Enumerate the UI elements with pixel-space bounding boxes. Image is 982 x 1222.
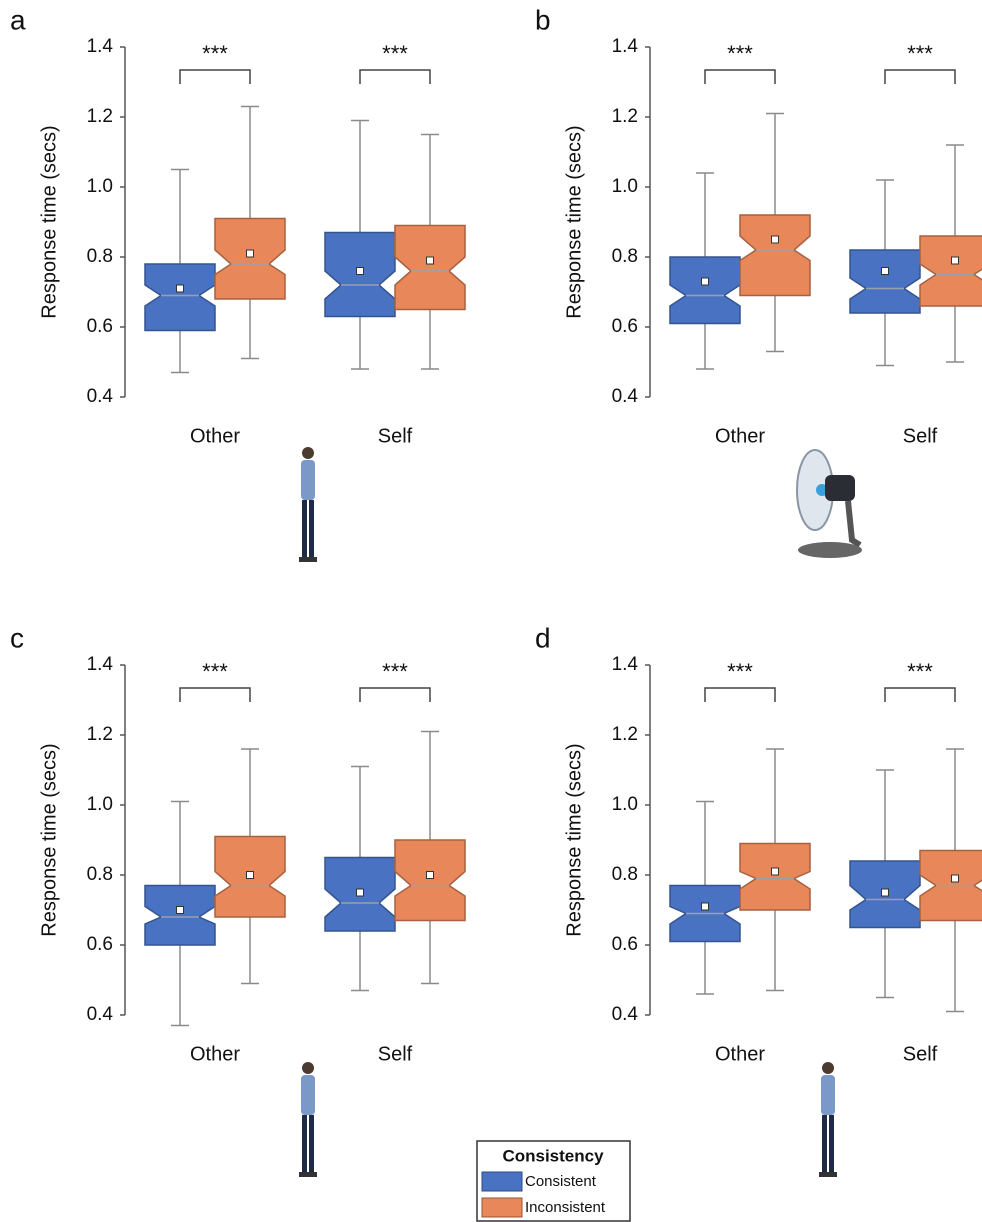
mean-marker <box>247 872 254 879</box>
y-tick-label: 1.4 <box>612 654 639 675</box>
box <box>145 886 215 946</box>
y-tick-label: 0.8 <box>87 864 113 885</box>
y-tick-label: 1.2 <box>612 724 638 745</box>
significance-label: *** <box>202 659 228 684</box>
fan-icon <box>797 450 862 558</box>
mean-marker <box>952 257 959 264</box>
panel: d Response time (secs) 0.4 0.6 0.8 1.0 1.2 1.4 O… <box>535 622 982 1065</box>
y-tick-label: 1.4 <box>87 36 114 57</box>
y-tick-label: 1.0 <box>612 176 638 197</box>
y-tick-label: 0.8 <box>612 864 638 885</box>
legend-title: Consistency <box>502 1146 604 1165</box>
significance-label: *** <box>382 659 408 684</box>
x-tick-label: Other <box>190 425 240 447</box>
x-tick-label: Self <box>903 1043 938 1065</box>
panel-label: d <box>535 622 551 653</box>
bracket <box>180 70 250 84</box>
y-tick-label: 1.4 <box>87 654 114 675</box>
y-tick-label: 1.2 <box>87 106 113 127</box>
significance-label: *** <box>907 41 933 66</box>
panel-label: a <box>10 4 26 35</box>
y-tick-label: 1.0 <box>87 794 113 815</box>
x-tick-label: Other <box>715 1043 765 1065</box>
y-tick-label: 1.0 <box>87 176 113 197</box>
y-axis-label: Response time (secs) <box>38 125 60 318</box>
bracket <box>360 70 430 84</box>
y-tick-label: 1.4 <box>612 36 639 57</box>
mean-marker <box>772 236 779 243</box>
mean-marker <box>702 278 709 285</box>
x-tick-label: Self <box>378 425 413 447</box>
y-tick-label: 0.6 <box>612 316 638 337</box>
significance-label: *** <box>382 41 408 66</box>
x-tick-label: Self <box>903 425 938 447</box>
bracket <box>885 70 955 84</box>
significance-label: *** <box>727 41 753 66</box>
y-tick-label: 0.8 <box>87 246 113 267</box>
bracket <box>705 688 775 702</box>
x-tick-label: Other <box>715 425 765 447</box>
mean-marker <box>177 907 184 914</box>
mean-marker <box>427 257 434 264</box>
mean-marker <box>952 875 959 882</box>
y-axis-label: Response time (secs) <box>563 125 585 318</box>
mean-marker <box>357 889 364 896</box>
bracket <box>885 688 955 702</box>
mean-marker <box>882 889 889 896</box>
box <box>395 840 465 921</box>
mean-marker <box>882 268 889 275</box>
mean-marker <box>702 903 709 910</box>
panel: c Response time (secs) 0.4 0.6 0.8 1.0 1.2 1.4 O… <box>10 622 465 1065</box>
person-icon <box>819 1062 837 1177</box>
mean-marker <box>772 868 779 875</box>
legend-swatch <box>482 1172 522 1191</box>
legend: Consistency Consistent Inconsistent <box>477 1141 630 1221</box>
y-tick-label: 0.6 <box>87 316 113 337</box>
box <box>145 264 215 331</box>
panel-label: b <box>535 4 551 35</box>
y-axis-label: Response time (secs) <box>38 743 60 936</box>
box <box>395 226 465 310</box>
box <box>920 236 982 306</box>
y-tick-label: 0.8 <box>612 246 638 267</box>
box <box>740 844 810 911</box>
x-tick-label: Other <box>190 1043 240 1065</box>
figure: Consistency Consistent Inconsistent a Res… <box>0 0 982 1222</box>
panel-label: c <box>10 622 24 653</box>
mean-marker <box>177 285 184 292</box>
mean-marker <box>427 872 434 879</box>
significance-label: *** <box>907 659 933 684</box>
bracket <box>180 688 250 702</box>
significance-label: *** <box>727 659 753 684</box>
box <box>740 215 810 296</box>
mean-marker <box>357 268 364 275</box>
box <box>850 250 920 313</box>
legend-label: Inconsistent <box>525 1199 606 1216</box>
y-tick-label: 1.0 <box>612 794 638 815</box>
y-tick-label: 0.4 <box>612 386 639 407</box>
bracket <box>360 688 430 702</box>
person-icon <box>299 1062 317 1177</box>
y-tick-label: 0.6 <box>87 934 113 955</box>
y-tick-label: 0.4 <box>87 386 114 407</box>
significance-label: *** <box>202 41 228 66</box>
panel: b Response time (secs) 0.4 0.6 0.8 1.0 1.2 1.4 O… <box>535 4 982 447</box>
y-tick-label: 0.4 <box>87 1004 114 1025</box>
bracket <box>705 70 775 84</box>
person-icon <box>299 447 317 562</box>
legend-swatch <box>482 1198 522 1217</box>
y-tick-label: 0.6 <box>612 934 638 955</box>
box <box>670 257 740 324</box>
x-tick-label: Self <box>378 1043 413 1065</box>
y-tick-label: 0.4 <box>612 1004 639 1025</box>
y-tick-label: 1.2 <box>87 724 113 745</box>
mean-marker <box>247 250 254 257</box>
panel: a Response time (secs) 0.4 0.6 0.8 1.0 1.2 1.4 O… <box>10 4 465 447</box>
y-tick-label: 1.2 <box>612 106 638 127</box>
legend-label: Consistent <box>525 1173 597 1190</box>
y-axis-label: Response time (secs) <box>563 743 585 936</box>
box <box>215 219 285 300</box>
